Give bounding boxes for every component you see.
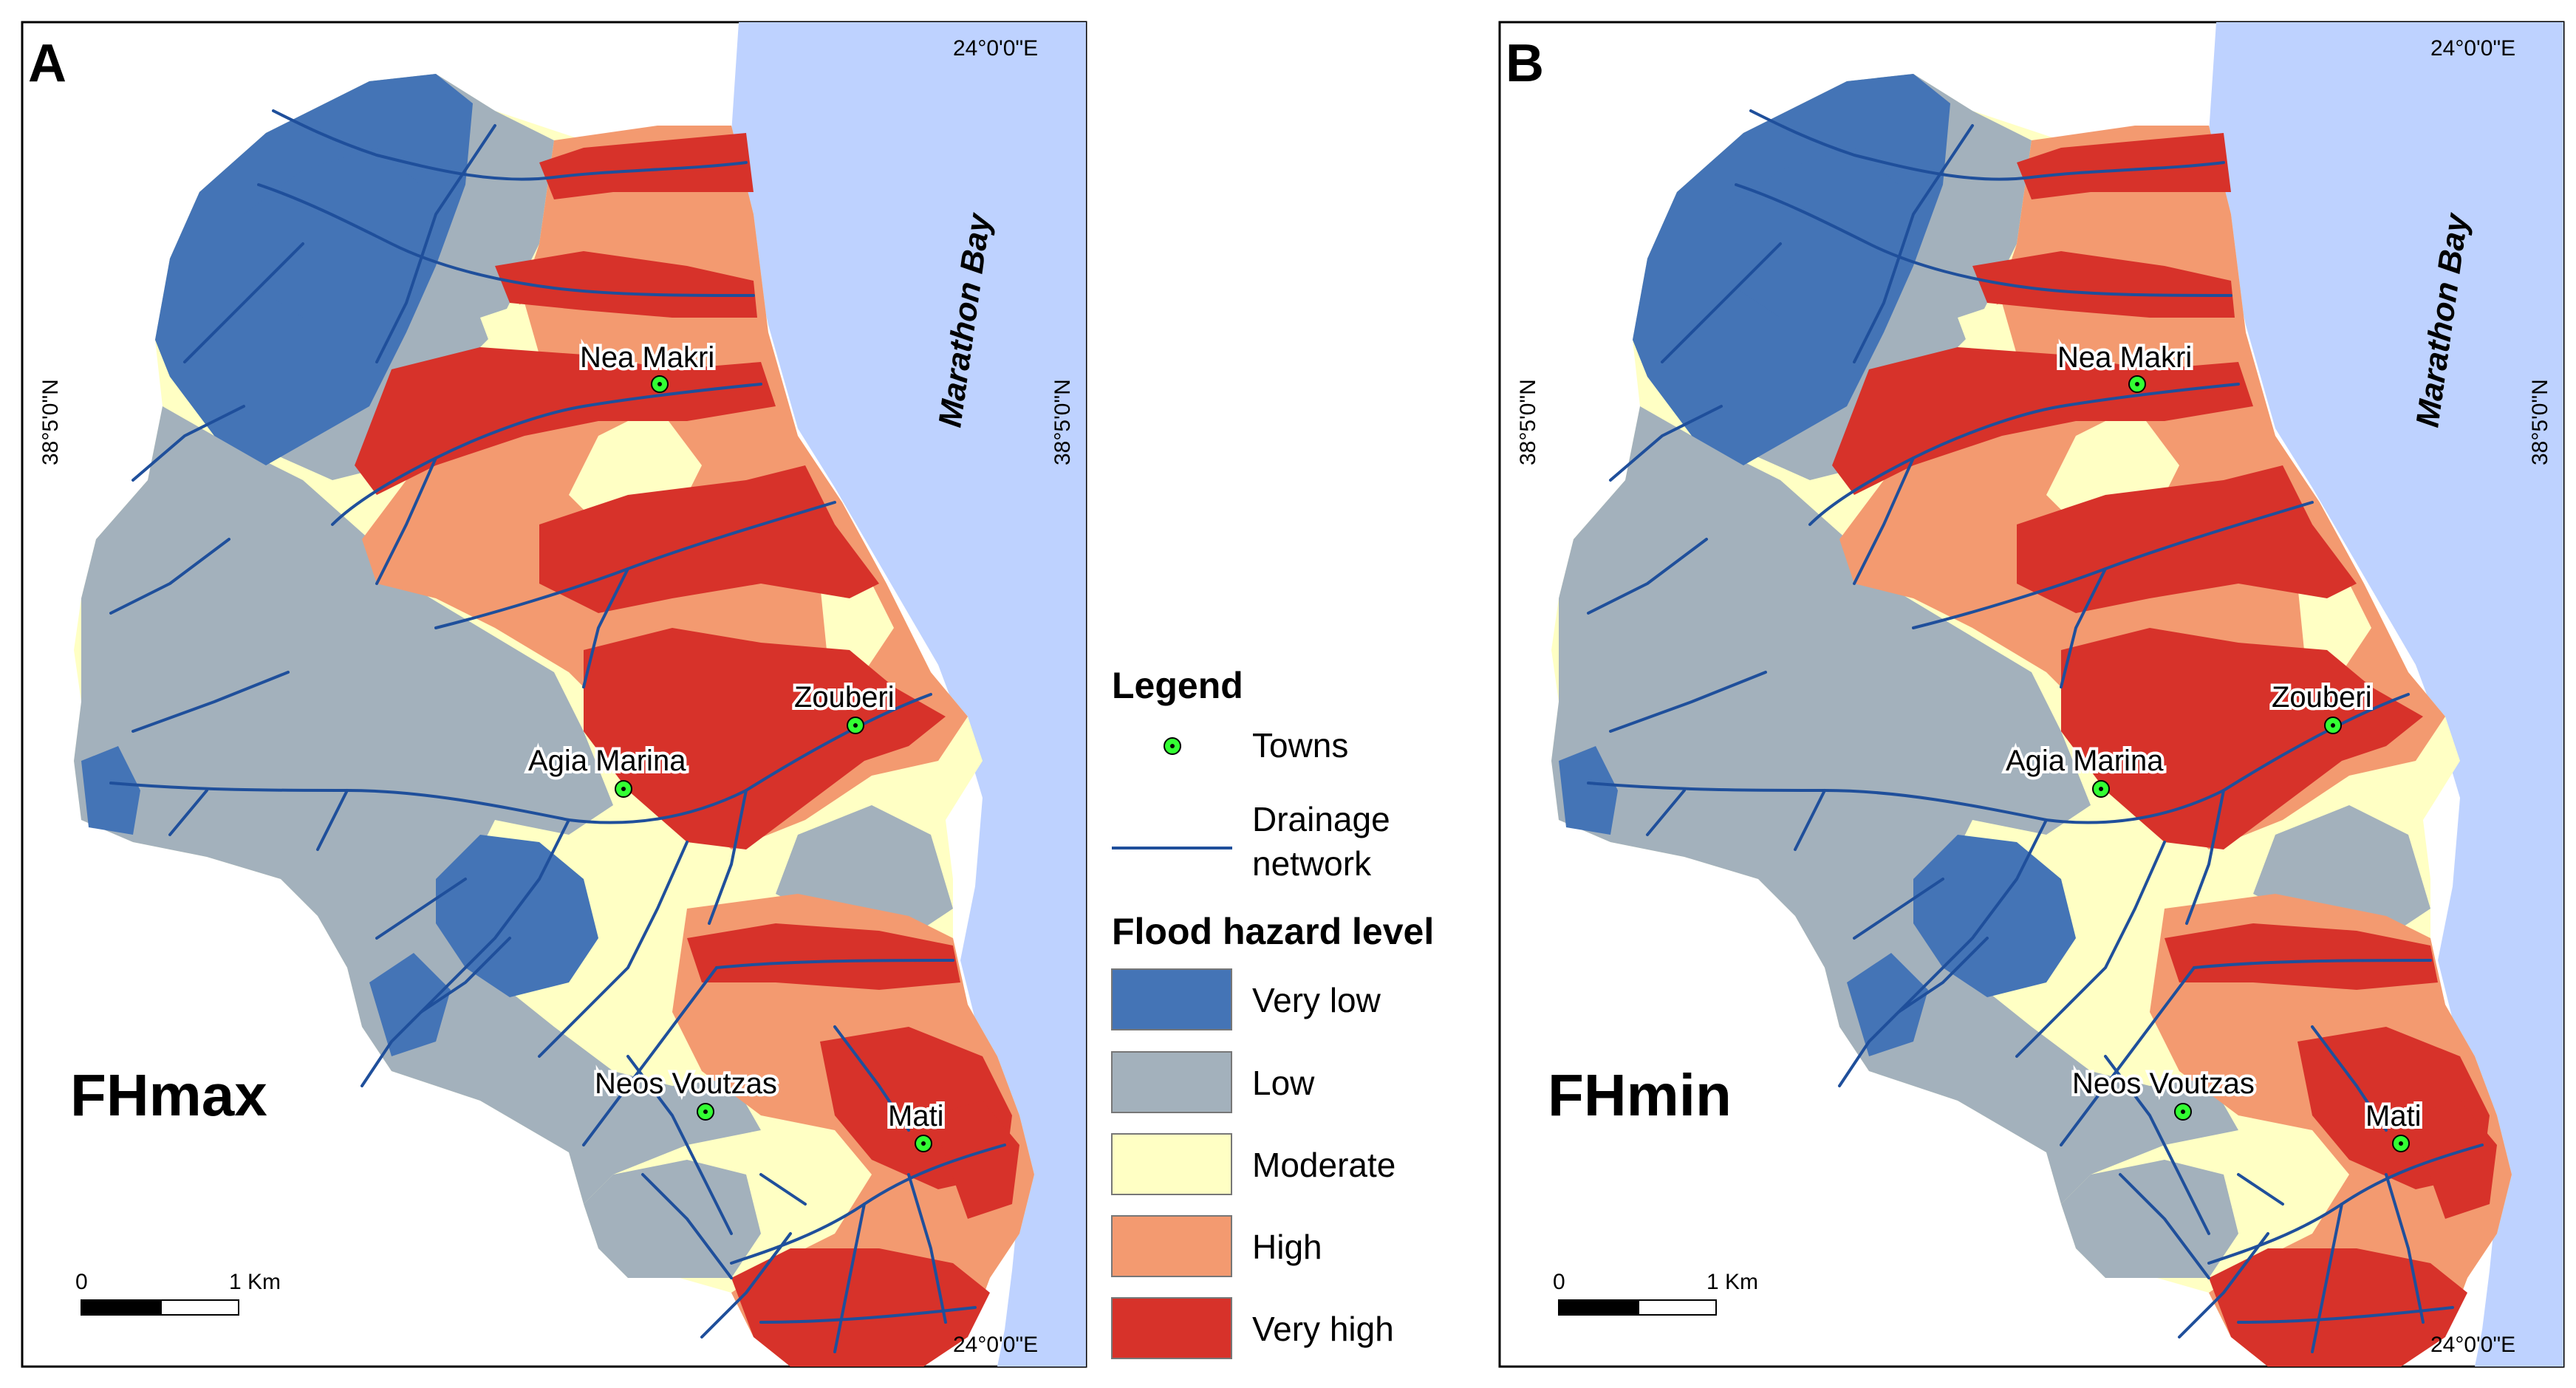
town-zouberi: Zouberi (791, 678, 898, 734)
lon-top-label: 24°0'0"E (2430, 36, 2515, 61)
svg-text:Neos Voutzas: Neos Voutzas (2072, 1067, 2255, 1100)
legend-class-very-high: Very high (1111, 1297, 1394, 1359)
svg-text:Agia Marina: Agia Marina (2006, 745, 2164, 777)
town-nea-makri: Nea Makri (577, 338, 717, 393)
scale-zero: 0 (1553, 1270, 1565, 1294)
svg-text:Mati: Mati (2365, 1100, 2422, 1132)
scale-bar (1558, 1299, 1717, 1316)
panel-a (21, 21, 1087, 1368)
legend-drainage-label: Drainage (1252, 800, 1390, 838)
lon-bottom-label: 24°0'0"E (953, 1333, 1038, 1357)
svg-text:Neos Voutzas: Neos Voutzas (595, 1067, 777, 1100)
scale-km: 1 Km (229, 1270, 281, 1294)
svg-text:Mati: Mati (888, 1100, 944, 1132)
legend-swatch (1111, 968, 1232, 1030)
legend-class-label: Low (1252, 1064, 1315, 1102)
lat-left-label: 38°5'0"N (38, 379, 63, 465)
model-label: FHmax (70, 1062, 267, 1128)
town-mati: Mati (885, 1097, 947, 1152)
legend: Legend Towns Drainage network Flood haza… (1111, 665, 1434, 1359)
marathon-bay-sea (2209, 22, 2563, 1367)
legend-class-label: Moderate (1252, 1146, 1395, 1184)
scale-bar (81, 1299, 239, 1316)
svg-text:Zouberi: Zouberi (2272, 681, 2372, 714)
town-neos-voutzas: Neos Voutzas (2069, 1064, 2258, 1121)
legend-class-very-low: Very low (1111, 968, 1381, 1030)
panel-letter: A (28, 34, 66, 93)
marathon-bay-sea (731, 22, 1086, 1367)
lon-top-label: 24°0'0"E (953, 36, 1038, 61)
legend-class-label: Very high (1252, 1310, 1394, 1348)
panel-b (1498, 21, 2565, 1368)
legend-towns: Towns (1164, 726, 1348, 765)
legend-swatch (1111, 1297, 1232, 1359)
legend-hazard-title: Flood hazard level (1112, 911, 1434, 952)
town-mati: Mati (2363, 1097, 2425, 1152)
svg-text:Nea Makri: Nea Makri (2057, 341, 2192, 374)
town-zouberi: Zouberi (2269, 678, 2375, 734)
legend-class-high: High (1111, 1215, 1322, 1277)
legend-drainage: Drainage network (1112, 800, 1390, 883)
svg-text:Zouberi: Zouberi (794, 681, 895, 714)
legend-title: Legend (1112, 665, 1243, 706)
legend-drainage-label-2: network (1252, 844, 1372, 883)
model-label: FHmin (1548, 1062, 1732, 1128)
legend-class-low: Low (1111, 1051, 1315, 1113)
town-agia-marina: Agia Marina (525, 742, 689, 798)
panel-b-labels: B FHmin 24°0'0"E 24°0'0"E 38°5'0"N 38°5'… (1506, 34, 2552, 1357)
lon-bottom-label: 24°0'0"E (2430, 1333, 2515, 1357)
legend-swatch (1111, 1051, 1232, 1113)
lat-right-label: 38°5'0"N (1050, 379, 1075, 465)
scale-km: 1 Km (1706, 1270, 1758, 1294)
lat-right-label: 38°5'0"N (2528, 379, 2552, 465)
scale-zero: 0 (75, 1270, 88, 1294)
legend-class-moderate: Moderate (1111, 1133, 1395, 1195)
legend-swatch (1111, 1133, 1232, 1195)
legend-class-label: Very low (1252, 981, 1381, 1019)
town-nea-makri: Nea Makri (2054, 338, 2195, 393)
svg-text:Agia Marina: Agia Marina (528, 745, 686, 777)
legend-swatch (1111, 1215, 1232, 1277)
svg-text:Nea Makri: Nea Makri (580, 341, 714, 374)
legend-towns-label: Towns (1252, 726, 1348, 765)
town-agia-marina: Agia Marina (2003, 742, 2167, 798)
town-neos-voutzas: Neos Voutzas (592, 1064, 780, 1121)
lat-left-label: 38°5'0"N (1516, 379, 1540, 465)
legend-class-label: High (1252, 1228, 1322, 1266)
panel-letter: B (1506, 34, 1544, 93)
